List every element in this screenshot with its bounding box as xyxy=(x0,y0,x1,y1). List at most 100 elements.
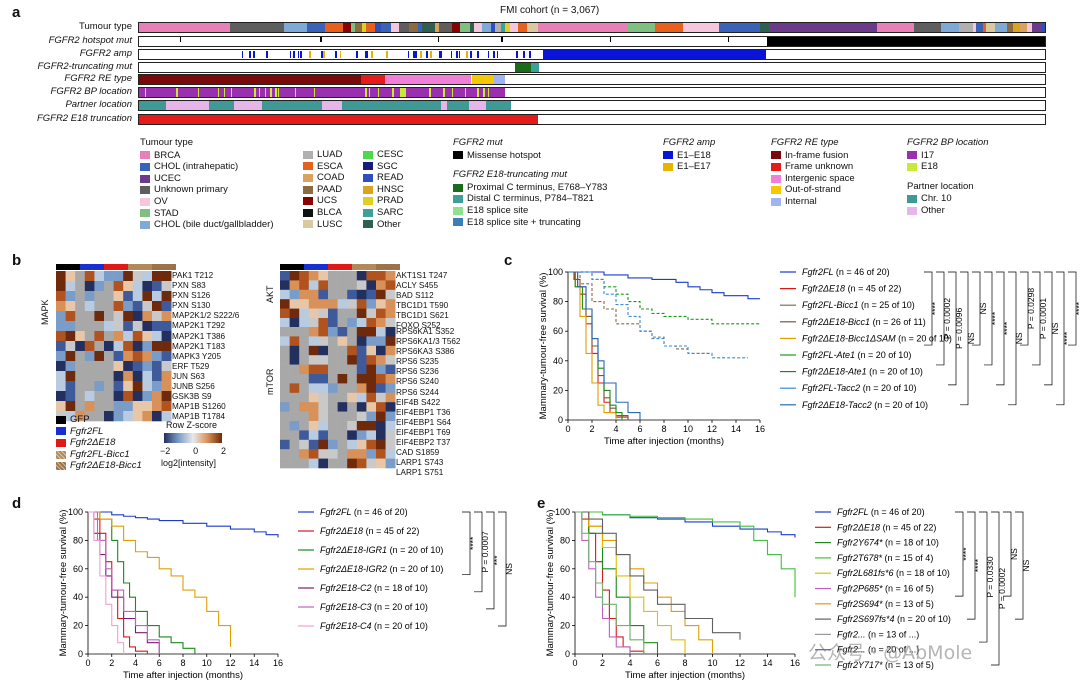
heatmap-cell xyxy=(280,327,290,337)
legend-entry: Fgfr2S697fs*4 (n = 20 of 10) xyxy=(837,614,951,624)
legend-fgfr2-mut: FGFR2 mut Missense hotspot FGFR2 E18-tru… xyxy=(453,137,607,228)
heatmap-cell xyxy=(328,392,338,403)
heatmap-cell xyxy=(366,402,377,412)
heatmap-cell xyxy=(161,291,172,302)
heatmap-cell xyxy=(328,364,338,375)
heatmap-cell xyxy=(347,402,358,412)
heatmap-cell xyxy=(161,341,172,352)
heatmap-cell xyxy=(94,331,105,342)
heatmap-cell xyxy=(56,341,66,352)
heatmap-cell xyxy=(385,355,396,365)
track-segment xyxy=(407,50,410,59)
heatmap-cell xyxy=(299,289,310,300)
heatmap-cell xyxy=(356,299,367,309)
akt-label: AKT xyxy=(265,285,275,303)
track-segment xyxy=(466,50,468,59)
site-label: RPS6KA3 S386 xyxy=(396,347,455,357)
heatmap-cell xyxy=(347,439,358,450)
heatmap-cell xyxy=(376,327,386,337)
heatmap-cell xyxy=(328,374,338,384)
heatmap-cell xyxy=(308,299,319,309)
group-swatch xyxy=(56,438,66,447)
track-segment xyxy=(258,88,261,97)
legend-swatch xyxy=(303,208,313,217)
track-segment xyxy=(528,50,531,59)
heatmap-cell xyxy=(347,308,358,319)
heatmap-cell xyxy=(308,458,319,469)
km-curve xyxy=(575,511,796,598)
heatmap-cell xyxy=(328,458,338,469)
legend-label: STAD xyxy=(154,207,179,219)
heatmap-cell xyxy=(132,321,143,332)
group-bar xyxy=(80,264,104,270)
heatmap-cell xyxy=(366,383,377,394)
track-segment xyxy=(452,23,460,32)
track-segment xyxy=(399,88,402,97)
heatmap-cell xyxy=(366,308,377,319)
heatmap-cell xyxy=(161,371,172,382)
track-segment xyxy=(501,23,506,32)
y-tick-label: 80 xyxy=(73,535,83,545)
legend-item: Frame unknown xyxy=(771,161,855,173)
heatmap-cell xyxy=(366,411,377,422)
group-bar xyxy=(56,264,80,270)
track-segment xyxy=(264,88,267,97)
heatmap-cell xyxy=(385,383,396,394)
legend-trunc-title: FGFR2 E18-truncating mut xyxy=(453,169,568,181)
legend-label: E1–E17 xyxy=(677,161,711,173)
y-tick-label: 0 xyxy=(558,415,563,425)
heatmap-cell xyxy=(376,299,386,309)
legend-entry: Fgfr2ΔE18-IGR1 (n = 20 of 10) xyxy=(320,545,443,555)
heatmap-cell xyxy=(123,311,134,322)
stat-label: **** xyxy=(990,311,1000,325)
heatmap-cell xyxy=(132,291,143,302)
stat-label: NS xyxy=(1009,548,1019,560)
legend-entry: Fgfr2ΔE18-Bicc1ΔSAM (n = 20 of 10) xyxy=(802,333,952,343)
heatmap-cell xyxy=(56,271,66,282)
legend-item: SARC xyxy=(363,207,404,219)
heatmap-cell xyxy=(299,449,310,459)
legend-swatch xyxy=(303,162,313,171)
heatmap-cell xyxy=(376,411,386,422)
heatmap-cell xyxy=(347,345,358,356)
track-segment xyxy=(139,101,152,110)
heatmap-cell xyxy=(318,289,329,300)
track-segment xyxy=(1031,23,1042,32)
heatmap-cell xyxy=(328,411,338,422)
colorbar-unit: log2[intensity] xyxy=(161,458,217,468)
heatmap-cell xyxy=(376,345,386,356)
x-axis-label: Time after injection (months) xyxy=(625,670,745,681)
x-tick-label: 8 xyxy=(661,424,666,434)
heatmap-cell xyxy=(337,364,348,375)
legend-label: LUAD xyxy=(317,149,343,160)
legend-swatch xyxy=(363,220,373,229)
heatmap-cell xyxy=(337,402,348,412)
heatmap-cell xyxy=(94,311,105,322)
track-segment xyxy=(986,23,996,32)
track-segment xyxy=(412,50,415,59)
heatmap-cell xyxy=(123,381,134,392)
heatmap-cell xyxy=(299,280,310,291)
heatmap xyxy=(280,271,396,328)
heatmap-cell xyxy=(152,331,162,342)
heatmap-cell xyxy=(123,361,134,372)
heatmap-cell xyxy=(123,371,134,382)
track-segment xyxy=(229,23,284,32)
heatmap-cell xyxy=(75,381,86,392)
heatmap-cell xyxy=(318,449,329,459)
legend-item: Proximal C terminus, E768–Y783 xyxy=(453,182,607,194)
heatmap-cell xyxy=(84,281,95,292)
x-tick-label: 0 xyxy=(565,424,570,434)
legend-mut-title: FGFR2 mut xyxy=(453,137,503,148)
heatmap-cell xyxy=(84,271,95,282)
heatmap-cell xyxy=(366,449,377,459)
heatmap-cell xyxy=(161,321,172,332)
row-label-3: FGFR2-truncating mut xyxy=(37,61,133,72)
legend-label: Distal C terminus, P784–T821 xyxy=(467,193,594,205)
site-label: AKT1S1 T247 xyxy=(396,271,448,280)
heatmap-cell xyxy=(104,311,114,322)
heatmap-cell xyxy=(347,280,358,291)
colorbar-title-text: Row Z-score xyxy=(166,420,218,430)
heatmap-cell xyxy=(318,364,329,375)
heatmap-cell xyxy=(152,391,162,402)
